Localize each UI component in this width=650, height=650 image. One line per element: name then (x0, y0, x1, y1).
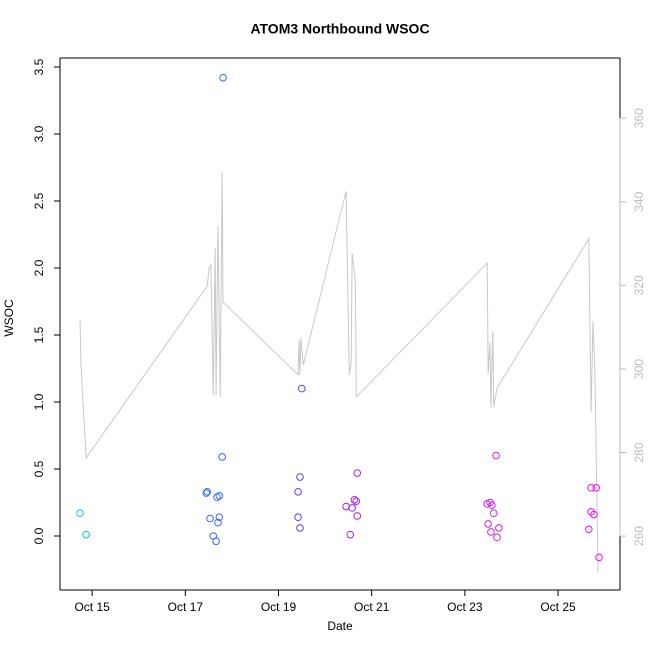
y-tick-label: 0.5 (32, 460, 46, 477)
data-point (218, 453, 226, 461)
data-point (215, 491, 224, 500)
data-point (495, 524, 503, 532)
x-tick-label: Oct 21 (354, 600, 390, 614)
data-point (587, 483, 595, 492)
data-line (79, 172, 599, 574)
y-tick-label: 3.0 (32, 125, 46, 142)
x-tick-label: Oct 19 (261, 600, 297, 614)
data-point (82, 530, 90, 539)
data-point (214, 518, 222, 527)
chart-title: ATOM3 Northbound WSOC (250, 21, 429, 37)
data-point (76, 509, 84, 518)
y2-tick-label: 260 (632, 526, 646, 546)
data-point (297, 384, 306, 393)
data-point (595, 553, 603, 562)
data-point (350, 496, 359, 504)
x-axis-label: Date (327, 619, 353, 633)
y-tick-label: 0.0 (32, 527, 46, 544)
data-point (353, 512, 362, 520)
data-point (294, 487, 302, 496)
x-tick-label: Oct 25 (540, 600, 576, 614)
y-tick-label: 2.5 (32, 192, 46, 209)
y-tick-label: 1.5 (32, 326, 46, 343)
data-point (584, 525, 593, 534)
data-point (353, 469, 362, 477)
y-axis-label: WSOC (2, 299, 16, 337)
data-point (206, 514, 214, 523)
data-point (352, 497, 361, 505)
y2-tick-label: 300 (632, 359, 646, 379)
data-point (203, 487, 212, 496)
x-tick-label: Oct 23 (447, 600, 483, 614)
data-point (296, 473, 304, 481)
data-point (215, 513, 224, 522)
y-tick-label: 3.5 (32, 58, 46, 75)
data-point (342, 502, 350, 511)
y2-tick-label: 280 (632, 442, 646, 462)
data-point (592, 483, 601, 492)
y2-tick-label: 320 (632, 275, 646, 295)
data-point (484, 520, 492, 528)
data-point (212, 537, 220, 546)
data-point (346, 530, 355, 539)
y-tick-label: 1.0 (32, 393, 46, 410)
data-point (294, 513, 302, 522)
data-point (219, 73, 227, 82)
data-point (590, 510, 598, 519)
data-point (296, 524, 304, 532)
y-tick-label: 2.0 (32, 259, 46, 276)
data-point (202, 489, 211, 497)
data-point (493, 533, 501, 542)
data-point (492, 451, 500, 460)
data-point (348, 504, 356, 512)
data-point (488, 501, 496, 509)
y2-tick-label: 360 (632, 108, 646, 128)
data-point (487, 528, 495, 536)
data-point (489, 509, 498, 518)
y2-tick-label: 340 (632, 191, 646, 211)
x-tick-label: Oct 15 (74, 600, 110, 614)
x-tick-label: Oct 17 (168, 600, 204, 614)
